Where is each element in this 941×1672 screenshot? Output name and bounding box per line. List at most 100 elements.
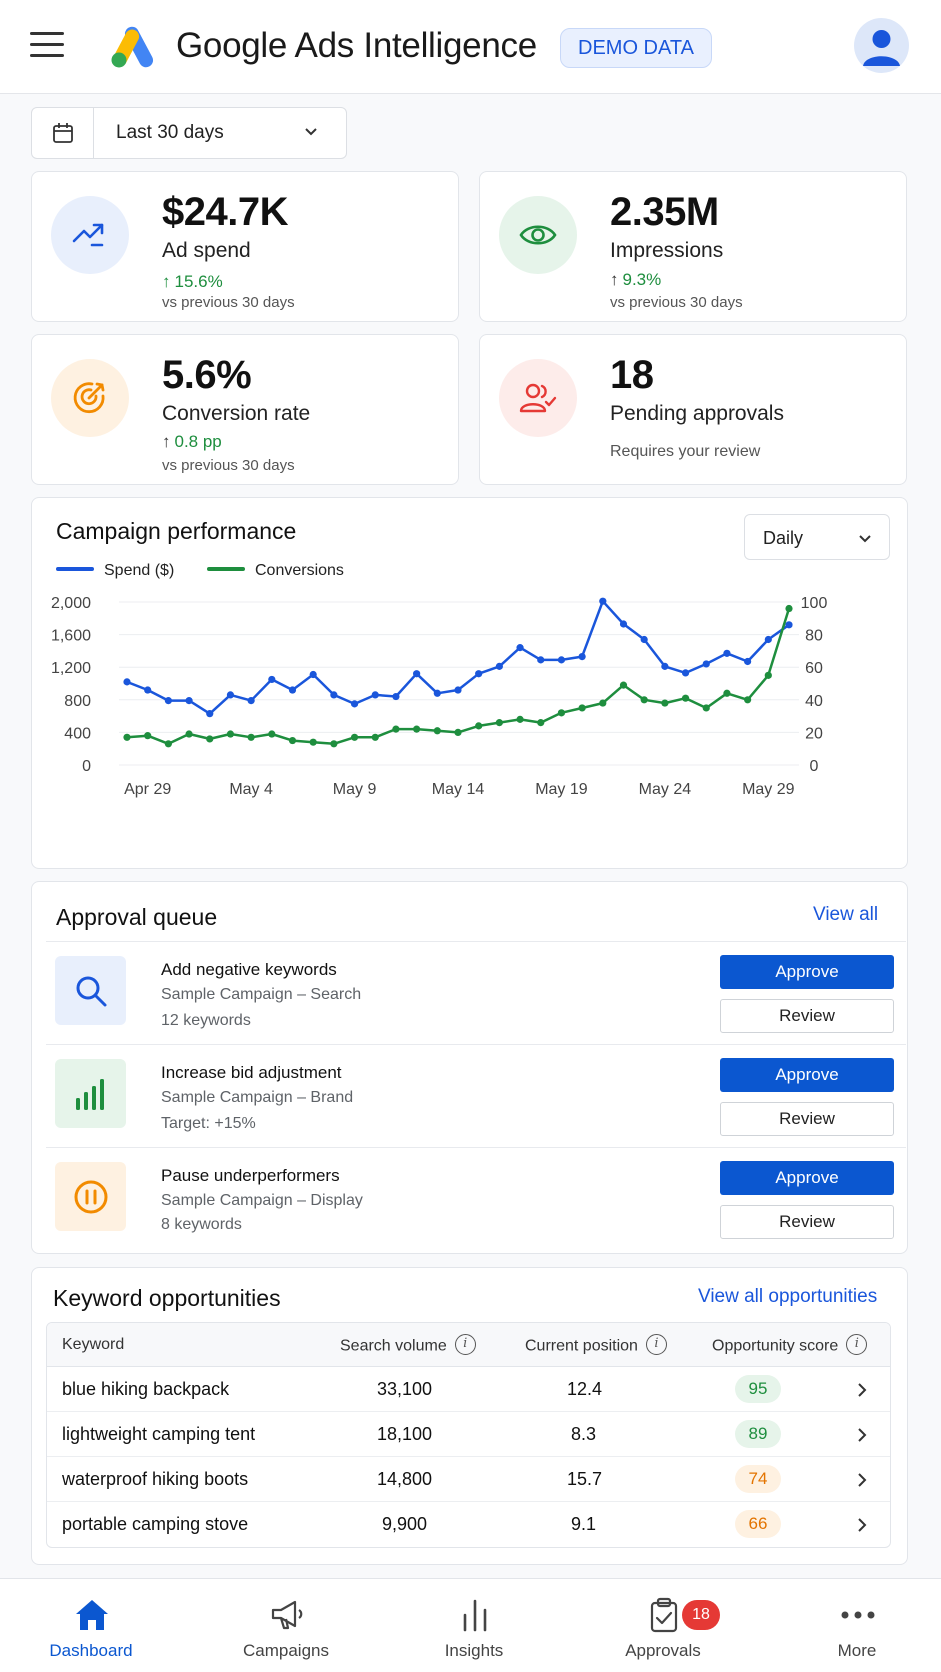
spend-data-point [392, 692, 400, 701]
conversions-data-point [350, 733, 359, 741]
left-tick-label: 800 [64, 693, 91, 710]
spend-data-point [599, 597, 607, 605]
conversions-data-point [557, 709, 566, 717]
date-range-label: Last 30 days [116, 122, 224, 143]
chevron-right-icon[interactable] [855, 1381, 869, 1399]
spend-data-point [185, 697, 193, 705]
hamburger-menu-icon[interactable] [30, 32, 64, 60]
spend-data-point [764, 635, 772, 644]
spend-data-point [164, 697, 172, 705]
approve-button[interactable]: Approve [720, 1058, 894, 1092]
demo-data-badge: DEMO DATA [560, 28, 712, 68]
conversions-data-point [206, 735, 214, 743]
approval-view-all-link[interactable]: View all [813, 904, 879, 925]
kpi-card-ad-spend[interactable]: $24.7K Ad spend ↑ 15.6% vs previous 30 da… [31, 171, 459, 322]
table-row[interactable]: portable camping stove 9,900 9.1 66 [47, 1502, 890, 1547]
arrow-up-icon: ↑ [162, 272, 171, 291]
date-range-select[interactable]: Last 30 days [31, 107, 347, 159]
granularity-select[interactable]: Daily [744, 514, 890, 560]
chevron-right-icon[interactable] [855, 1426, 869, 1444]
right-tick-label: 0 [810, 758, 819, 775]
keyword-table: Keyword Search volume i Current position i… [46, 1322, 891, 1548]
nav-approvals[interactable]: Approvals [588, 1579, 738, 1672]
nav-dashboard[interactable]: Dashboard [16, 1579, 166, 1672]
spend-data-point [744, 657, 752, 666]
nav-insights[interactable]: Insights [399, 1579, 549, 1672]
kpi-label: Impressions [610, 239, 724, 262]
spend-data-point [785, 621, 793, 629]
bar-chart-icon [463, 1599, 487, 1632]
conversions-data-point [723, 689, 731, 697]
conversions-data-point [599, 699, 607, 707]
spend-data-point [413, 670, 421, 678]
column-header-volume: Search volume i [340, 1334, 476, 1357]
nav-campaigns[interactable]: Campaigns [211, 1579, 361, 1672]
info-icon[interactable]: i [846, 1334, 868, 1355]
chevron-right-icon[interactable] [855, 1471, 869, 1489]
info-icon[interactable]: i [645, 1334, 667, 1355]
review-button[interactable]: Review [720, 1205, 894, 1239]
campaign-performance-panel: Campaign performance Daily Spend ($) Con… [31, 497, 908, 869]
review-button[interactable]: Review [720, 1102, 894, 1136]
conversions-data-point [330, 740, 338, 748]
approve-button[interactable]: Approve [720, 955, 894, 989]
approval-item-detail: 8 keywords [161, 1216, 242, 1233]
nav-more[interactable]: More [782, 1579, 932, 1672]
kpi-card-impressions[interactable]: 2.35M Impressions ↑ 9.3% vs previous 30 d… [479, 171, 907, 322]
conversions-data-point [247, 733, 255, 741]
spend-data-point [288, 686, 297, 694]
chevron-right-icon[interactable] [855, 1516, 869, 1534]
approval-item-campaign: Sample Campaign – Search [161, 986, 362, 1003]
bar-chart-icon [55, 1059, 126, 1128]
kpi-value: $24.7K [162, 190, 288, 234]
table-row[interactable]: lightweight camping tent 18,100 8.3 89 [47, 1412, 890, 1457]
conversions-data-point [164, 740, 172, 748]
performance-line-chart: Spend ($)Conversions0040020800401,200601… [51, 595, 828, 798]
x-tick-label: May 29 [742, 781, 795, 798]
conversions-data-point [185, 730, 193, 738]
keywords-title: Keyword opportunities [53, 1285, 281, 1311]
conversions-data-point [578, 704, 586, 712]
approvals-count-badge: 18 [682, 1600, 720, 1630]
view-all-opportunities-link[interactable]: View all opportunities [698, 1286, 878, 1307]
approval-item-title: Pause underperformers [161, 1166, 340, 1185]
app-header: Google Ads Intelligence DEMO DATA [0, 0, 941, 94]
column-header-position: Current position i [525, 1334, 667, 1357]
arrow-up-icon: ↑ [610, 270, 619, 289]
kpi-label: Conversion rate [162, 402, 311, 425]
spend-data-point [454, 686, 462, 694]
conversions-data-point [516, 715, 524, 723]
approval-item: Add negative keywords Sample Campaign – … [46, 941, 906, 1044]
column-header-keyword: Keyword [62, 1336, 125, 1353]
kpi-compare: vs previous 30 days [162, 457, 295, 474]
info-icon[interactable]: i [454, 1334, 476, 1355]
conversions-series-line [126, 608, 791, 746]
approval-item: Pause underperformers Sample Campaign – … [46, 1147, 906, 1250]
user-avatar-icon[interactable] [854, 18, 909, 73]
left-tick-label: 0 [82, 758, 91, 775]
target-icon [51, 359, 129, 437]
clipboard-check-icon [650, 1597, 678, 1633]
spend-data-point [475, 670, 483, 678]
right-tick-label: 100 [801, 595, 828, 612]
approve-button[interactable]: Approve [720, 1161, 894, 1195]
spend-data-point [247, 697, 255, 705]
kpi-card-pending-approvals[interactable]: 18 Pending approvals Requires your revie… [479, 334, 907, 485]
table-row[interactable]: blue hiking backpack 33,100 12.4 95 [47, 1367, 890, 1412]
right-tick-label: 40 [805, 693, 823, 710]
conversions-data-point [764, 671, 772, 679]
score-badge: 89 [735, 1420, 781, 1448]
x-tick-label: Apr 29 [124, 781, 171, 798]
x-tick-label: May 14 [432, 781, 485, 798]
volume-cell: 9,900 [382, 1514, 428, 1534]
kpi-card-conversion-rate[interactable]: 5.6% Conversion rate ↑ 0.8 pp vs previous… [31, 334, 459, 485]
conversions-data-point [495, 719, 503, 727]
spend-data-point [350, 700, 359, 708]
search-icon [55, 956, 126, 1025]
kpi-value: 2.35M [610, 190, 719, 234]
conversions-data-point [288, 736, 297, 745]
review-button[interactable]: Review [720, 999, 894, 1033]
table-row[interactable]: waterproof hiking boots 14,800 15.7 74 [47, 1457, 890, 1502]
conversions-data-point [661, 699, 669, 707]
pause-icon [55, 1162, 126, 1231]
